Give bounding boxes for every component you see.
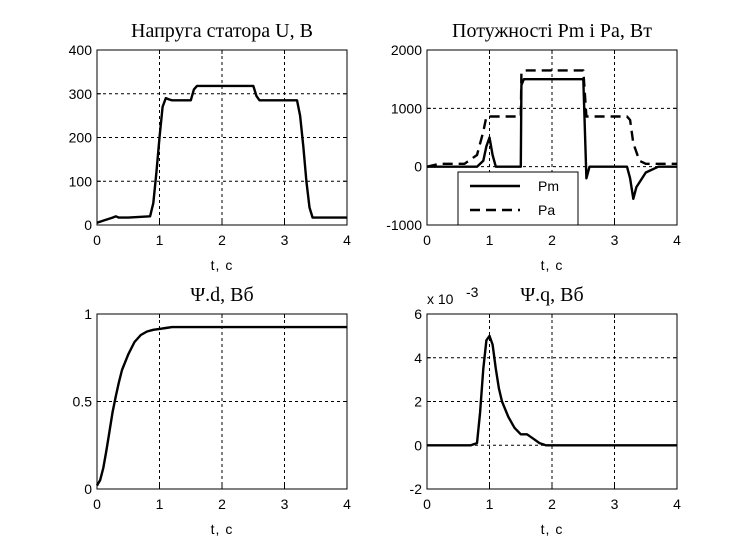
series-line-pm: [427, 77, 677, 201]
y-tick-label: 2: [414, 394, 422, 410]
x-tick-label: 3: [611, 232, 619, 248]
y-tick-label: 0.5: [73, 394, 93, 410]
x-tick-label: 2: [548, 232, 556, 248]
series-line-1: [96, 84, 347, 224]
y-tick-label: 1000: [391, 100, 422, 116]
y-tick-label: 6: [414, 306, 422, 322]
chart-panel-3: 0 1 2 3 4 0 0.5 1 Ψ.d, Вб t, c: [73, 284, 352, 537]
legend: Pm Pa: [457, 171, 579, 226]
x-tick-label: 2: [218, 232, 226, 248]
x-axis-label: t, c: [211, 257, 234, 273]
legend-box: [457, 171, 579, 226]
series-line-1: [95, 325, 347, 487]
x-tick-label: 0: [423, 496, 431, 512]
x-tick-label: 3: [611, 496, 619, 512]
x-tick-label: 1: [156, 232, 164, 248]
series-line-1: [427, 334, 677, 447]
x-tick-label: 2: [218, 496, 226, 512]
y-tick-label: 200: [69, 130, 93, 146]
y-tick-label: 2000: [391, 42, 422, 58]
x-tick-label: 1: [486, 232, 494, 248]
x-tick-label: 4: [343, 496, 351, 512]
x-tick-label: 2: [548, 496, 556, 512]
x-tick-label: 1: [156, 496, 164, 512]
x-tick-label: 4: [343, 232, 351, 248]
x-tick-label: 3: [281, 496, 289, 512]
chart-panel-1: 0 1 2 3 4 0 100 200 300 400 Напруга статора U, В t,…: [69, 20, 351, 273]
x-tick-label: 1: [486, 496, 494, 512]
x-tick-label: 0: [423, 232, 431, 248]
y-tick-label: 1: [84, 306, 92, 322]
legend-label-pm: Pm: [538, 178, 559, 194]
y-tick-label: 100: [69, 173, 93, 189]
y-tick-label: 0: [414, 159, 422, 175]
x-tick-label: 0: [93, 232, 101, 248]
chart-title: Напруга статора U, В: [131, 20, 313, 42]
y-tick-label: 0: [414, 437, 422, 453]
chart-title: Ψ.q, Вб: [520, 284, 583, 306]
plot-frame: [96, 313, 348, 490]
plot-frame: [96, 49, 348, 226]
x-tick-label: 0: [93, 496, 101, 512]
y-tick-label: 300: [69, 86, 93, 102]
chart-title: Потужності Pm і Pa, Вт: [452, 20, 652, 42]
x-axis-label: t, c: [211, 521, 234, 537]
x-tick-label: 3: [281, 232, 289, 248]
plot-frame: [426, 313, 678, 490]
chart-title: Ψ.d, Вб: [190, 284, 253, 306]
y-tick-label: -1000: [386, 217, 422, 233]
x-axis-label: t, c: [541, 257, 564, 273]
axis-multiplier: x 10: [427, 291, 454, 307]
y-tick-label: 0: [84, 481, 92, 497]
y-tick-label: 400: [69, 42, 93, 58]
x-tick-label: 4: [673, 232, 681, 248]
axis-multiplier-exponent: -3: [466, 284, 479, 300]
y-tick-label: -2: [410, 481, 423, 497]
x-axis-label: t, c: [541, 521, 564, 537]
legend-label-pa: Pa: [538, 202, 555, 218]
series-line-pa: [426, 69, 677, 168]
x-tick-label: 4: [673, 496, 681, 512]
y-tick-label: 4: [414, 350, 422, 366]
y-tick-label: 0: [84, 217, 92, 233]
